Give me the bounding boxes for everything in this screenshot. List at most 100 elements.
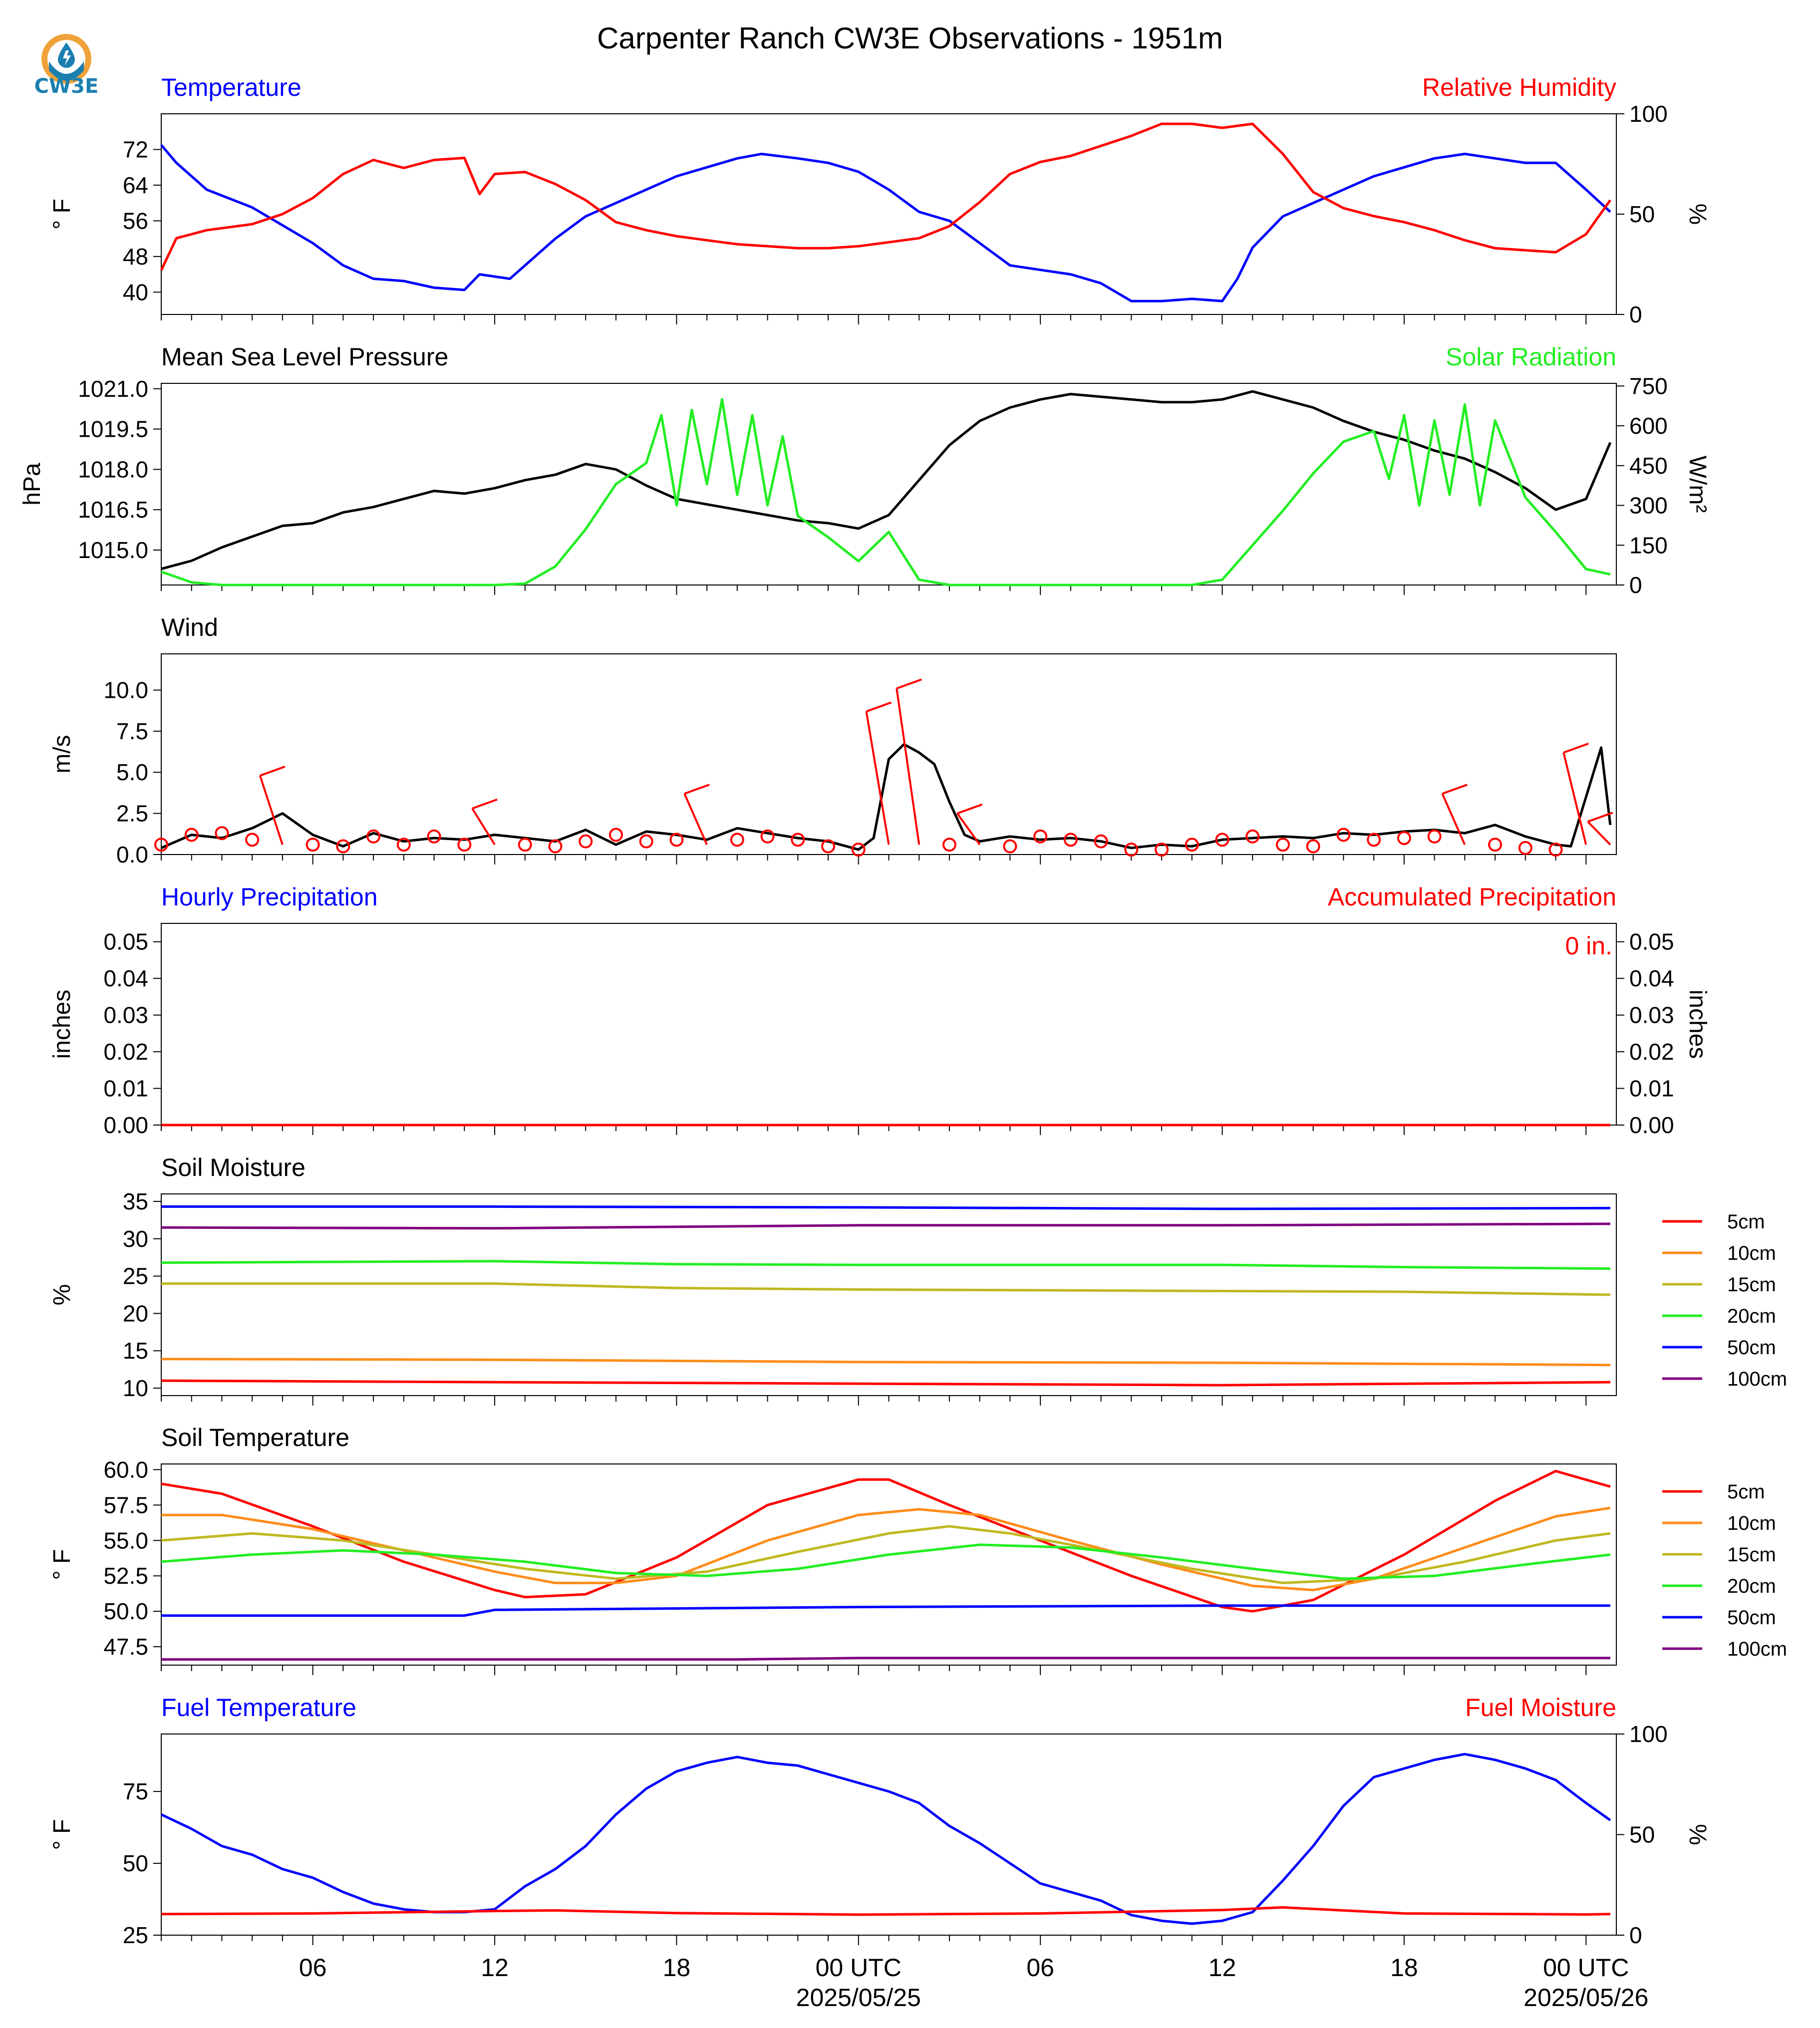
y-tick-label: 5.0 xyxy=(116,759,148,785)
wind-calm-marker xyxy=(760,829,775,844)
wind-barb xyxy=(865,711,890,845)
wind-calm-marker xyxy=(245,833,260,847)
panel-6 xyxy=(153,1463,1702,1675)
panel-1 xyxy=(153,113,1624,324)
y-tick-label: 25 xyxy=(123,1922,148,1948)
panel-frame xyxy=(161,383,1617,585)
y2-tick-label: 100 xyxy=(1629,101,1668,127)
panel-frame xyxy=(161,1463,1617,1666)
wind-calm-marker xyxy=(1124,843,1139,857)
legend-label: 100cm xyxy=(1727,1368,1787,1390)
wind-calm-marker xyxy=(154,838,168,852)
wind-calm-marker xyxy=(669,833,684,847)
page-title: Carpenter Ranch CW3E Observations - 1951… xyxy=(597,21,1223,55)
y-axis-label: inches xyxy=(49,990,75,1059)
panel-title-left: Hourly Precipitation xyxy=(161,883,378,911)
x-tick-label: 18 xyxy=(1390,1954,1418,1982)
wind-calm-marker xyxy=(942,838,956,852)
y2-tick-label: 450 xyxy=(1629,453,1668,479)
wind-calm-marker xyxy=(366,829,381,844)
x-tick-label: 06 xyxy=(299,1954,327,1982)
y-axis-label: ° F xyxy=(49,1819,75,1850)
y-tick-label: 60.0 xyxy=(103,1456,148,1482)
wind-calm-marker xyxy=(1306,839,1320,854)
x-date-label: 2025/05/26 xyxy=(1523,1984,1648,2012)
y-tick-label: 72 xyxy=(123,136,148,162)
y-tick-label: 50.0 xyxy=(103,1598,148,1624)
y-tick-label: 2.5 xyxy=(116,801,148,827)
y2-tick-label: 0.01 xyxy=(1629,1076,1674,1102)
legend-label: 10cm xyxy=(1727,1512,1776,1534)
y-tick-label: 30 xyxy=(123,1226,148,1252)
wind-barb-flag xyxy=(260,765,286,777)
panel-title-left: Mean Sea Level Pressure xyxy=(161,343,448,371)
cw3e-logo xyxy=(41,34,91,84)
wind-calm-marker xyxy=(1245,829,1260,844)
wind-barb-flag xyxy=(957,803,983,815)
y-axis-label: ° F xyxy=(49,199,75,230)
y-tick-label: 1021.0 xyxy=(78,376,148,402)
wind-calm-marker xyxy=(457,838,472,852)
y-axis-label: % xyxy=(49,1284,75,1306)
wind-barb-flag xyxy=(1442,784,1468,795)
wind-calm-marker xyxy=(791,833,805,847)
panel-title-left: Soil Temperature xyxy=(161,1424,349,1451)
y-axis-label: ° F xyxy=(49,1549,75,1580)
wind-barb xyxy=(1441,793,1466,846)
wind-calm-marker xyxy=(1367,833,1381,847)
y2-tick-label: 50 xyxy=(1629,1822,1655,1848)
legend-label: 20cm xyxy=(1727,1575,1776,1597)
wind-barb xyxy=(1587,821,1611,846)
wind-calm-marker xyxy=(184,828,199,842)
wind-barb-flag xyxy=(866,701,892,713)
series-line-s1 xyxy=(161,398,1611,586)
y2-tick-label: 50 xyxy=(1629,201,1655,227)
panel-frame xyxy=(161,923,1617,1126)
y-tick-label: 10 xyxy=(123,1375,148,1401)
wind-calm-marker xyxy=(1155,843,1169,857)
wind-barb xyxy=(683,793,708,846)
series-line-10cm xyxy=(161,1358,1610,1367)
y-tick-label: 56 xyxy=(123,208,148,234)
wind-calm-marker xyxy=(1033,829,1048,844)
y2-tick-label: 600 xyxy=(1629,413,1668,439)
y-tick-label: 20 xyxy=(123,1300,148,1326)
y-tick-label: 48 xyxy=(123,244,148,270)
wind-barb-flag xyxy=(472,798,498,810)
series-line-s1 xyxy=(160,122,1611,271)
y-tick-label: 1015.0 xyxy=(78,537,148,563)
wind-barb-flag xyxy=(1563,742,1589,754)
legend-label: 10cm xyxy=(1727,1242,1776,1264)
wind-barb xyxy=(259,775,284,845)
x-tick-label: 06 xyxy=(1026,1954,1054,1982)
wind-calm-marker xyxy=(821,839,836,854)
wind-calm-marker xyxy=(1063,833,1078,847)
y-axis-label: hPa xyxy=(19,463,45,506)
wind-calm-marker xyxy=(608,828,623,842)
x-tick-label: 00 UTC xyxy=(816,1954,902,1982)
wind-calm-marker xyxy=(730,833,744,847)
y2-tick-label: 0.04 xyxy=(1629,965,1674,991)
wind-barb-flag xyxy=(896,678,922,690)
wind-calm-marker xyxy=(1548,843,1563,857)
legend-label: 15cm xyxy=(1727,1274,1776,1296)
y-tick-label: 75 xyxy=(123,1778,148,1804)
legend-label: 20cm xyxy=(1727,1305,1776,1327)
series-line-15cm xyxy=(161,1525,1611,1584)
panel-2 xyxy=(153,383,1624,595)
x-tick-label: 00 UTC xyxy=(1543,1954,1629,1982)
y2-tick-label: 0.02 xyxy=(1629,1039,1674,1065)
series-line-s0 xyxy=(160,144,1611,302)
y-tick-label: 25 xyxy=(123,1263,148,1289)
y2-tick-label: 0.05 xyxy=(1629,929,1674,955)
y-tick-label: 64 xyxy=(123,172,148,198)
wind-calm-marker xyxy=(427,829,441,844)
panel-5 xyxy=(153,1193,1702,1406)
series-line-20cm xyxy=(161,1260,1610,1270)
wind-calm-marker xyxy=(639,834,653,849)
panel-title-left: Temperature xyxy=(161,73,302,101)
wind-calm-marker xyxy=(396,838,411,852)
y2-axis-label: % xyxy=(1684,204,1711,225)
wind-calm-marker xyxy=(215,826,229,841)
y2-tick-label: 150 xyxy=(1629,532,1668,558)
